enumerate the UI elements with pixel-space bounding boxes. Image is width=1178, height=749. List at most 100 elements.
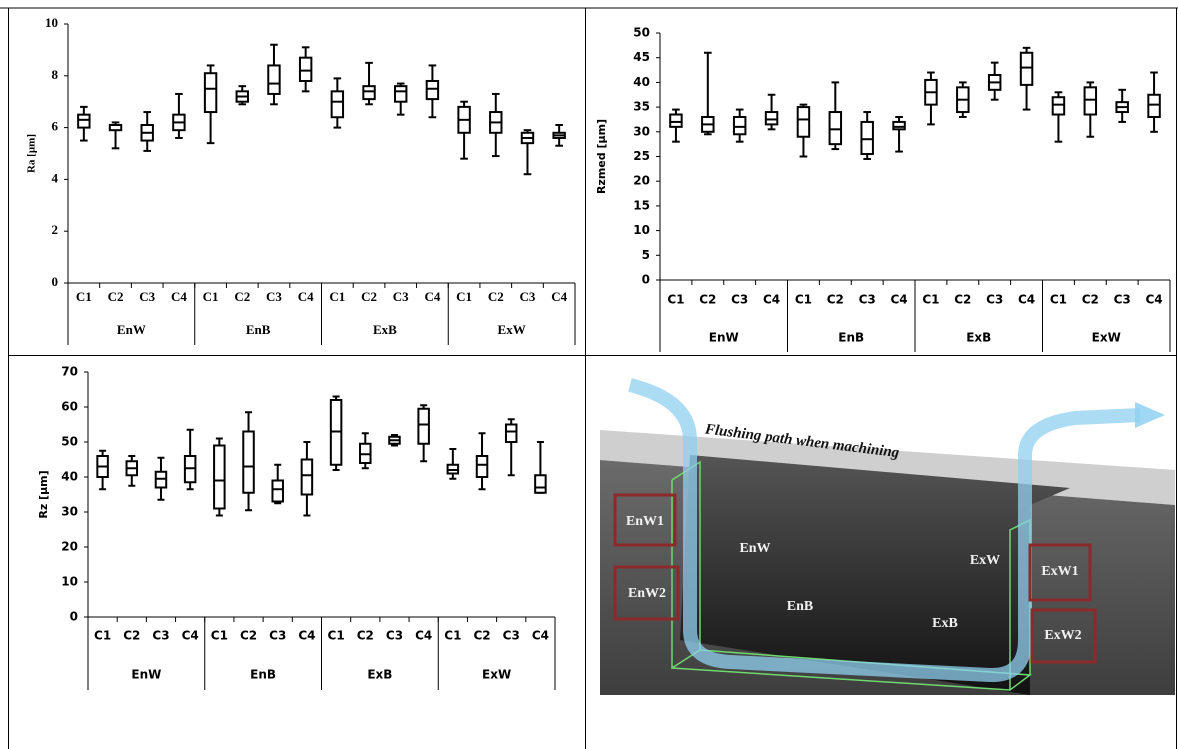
x-tick-label: C3	[152, 629, 169, 643]
y-tick-label: 0	[642, 273, 650, 287]
x-tick-label: C1	[444, 629, 461, 643]
box	[242, 430, 255, 494]
box	[271, 479, 284, 503]
y-tick-label: 4	[52, 170, 59, 185]
group-label: EnB	[250, 668, 276, 682]
group-label: ExB	[373, 322, 397, 337]
x-tick-label: C4	[532, 629, 549, 643]
zone-box	[613, 493, 677, 547]
path-label: ExB	[932, 616, 958, 631]
box	[203, 72, 218, 114]
x-tick-label: C1	[328, 629, 345, 643]
y-tick-label: 15	[633, 198, 650, 212]
table-borders	[0, 7, 1178, 749]
y-tick-label: 35	[633, 100, 650, 114]
x-tick-label: C2	[827, 293, 844, 307]
box	[1051, 96, 1066, 116]
box	[1019, 51, 1034, 86]
y-axis-label: Ra [µm]	[26, 134, 38, 173]
x-tick-label: C1	[667, 293, 684, 307]
y-tick-label: 0	[70, 610, 78, 624]
box	[534, 474, 547, 494]
box	[860, 120, 874, 156]
x-tick-label: C3	[266, 289, 282, 304]
arrow-head	[1135, 402, 1165, 428]
diagram-labels: EnW1 EnW2 EnW EnB ExB ExW ExW1 ExW2	[626, 514, 1082, 643]
group-label: EnW	[117, 322, 146, 337]
x-tick-label: C2	[473, 629, 490, 643]
diagram: Flushing path when machining EnW1 EnW2 E…	[600, 378, 1175, 695]
box	[1147, 93, 1161, 118]
y-tick-label: 20	[61, 540, 78, 554]
group-label: ExW	[1092, 331, 1121, 345]
box	[77, 113, 91, 129]
x-tick-label: C3	[393, 289, 409, 304]
x-tick-label: C3	[520, 289, 536, 304]
y-tick-label: 40	[61, 470, 78, 484]
y-axis-label: Rz [µm]	[37, 470, 50, 518]
y-tick-label: 10	[45, 15, 58, 30]
y-tick-label: 50	[61, 435, 78, 449]
x-tick-label: C4	[182, 629, 199, 643]
x-tick-label: C1	[203, 289, 219, 304]
y-tick-label: 40	[633, 75, 650, 89]
x-tick-label: C1	[922, 293, 939, 307]
x-tick-label: C2	[361, 289, 377, 304]
y-tick-label: 2	[52, 222, 59, 237]
y-tick-label: 50	[633, 26, 650, 40]
box	[732, 115, 747, 136]
x-tick-label: C2	[123, 629, 140, 643]
box	[267, 64, 281, 95]
cavity	[680, 455, 1070, 695]
x-tick-label: C1	[94, 629, 111, 643]
box	[796, 106, 811, 138]
box	[300, 458, 314, 496]
box	[425, 79, 440, 101]
y-tick-label: 60	[61, 400, 78, 414]
x-tick-label: C2	[488, 289, 504, 304]
x-tick-label: C3	[986, 293, 1003, 307]
box	[1083, 86, 1098, 116]
path-label: EnW	[739, 541, 770, 556]
y-tick-label: 8	[52, 67, 59, 82]
y-tick-label: 25	[633, 149, 650, 163]
x-tick-label: C1	[795, 293, 812, 307]
box	[828, 111, 843, 146]
y-tick-label: 10	[633, 223, 650, 237]
x-tick-label: C4	[1018, 293, 1035, 307]
y-tick-label: 10	[61, 575, 78, 589]
box	[892, 120, 906, 131]
x-tick-label: C4	[551, 289, 567, 304]
group-label: EnB	[246, 322, 271, 337]
x-tick-label: C2	[1082, 293, 1099, 307]
group-label: ExW	[482, 668, 511, 682]
group-label: ExB	[966, 331, 991, 345]
x-tick-label: C2	[234, 289, 250, 304]
x-tick-label: C2	[357, 629, 374, 643]
box	[362, 85, 376, 101]
y-tick-label: 70	[61, 365, 78, 379]
x-tick-label: C1	[456, 289, 472, 304]
zone-label: ExW1	[1041, 564, 1078, 579]
box	[394, 85, 408, 103]
y-axis-label: Rzmed [µm]	[595, 119, 608, 194]
y-tick-label: 5	[642, 248, 650, 262]
chart: Rzmed [µm] 0 5 10 15 20 25 30 35 40 45 50 EnW EnB ExB E…	[595, 26, 1171, 352]
x-tick-label: C3	[859, 293, 876, 307]
group-label: EnW	[709, 331, 739, 345]
x-tick-label: C2	[954, 293, 971, 307]
x-tick-label: C3	[503, 629, 520, 643]
zone-box	[1028, 543, 1092, 602]
zone-label: EnW1	[626, 514, 664, 529]
box	[504, 423, 518, 443]
box	[213, 444, 226, 510]
x-tick-label: C2	[699, 293, 716, 307]
y-tick-label: 30	[61, 505, 78, 519]
x-tick-label: C4	[298, 289, 314, 304]
x-tick-label: C1	[76, 289, 92, 304]
box	[298, 56, 313, 82]
box	[417, 407, 430, 445]
x-tick-label: C4	[890, 293, 907, 307]
flow-arrow	[628, 378, 1141, 682]
